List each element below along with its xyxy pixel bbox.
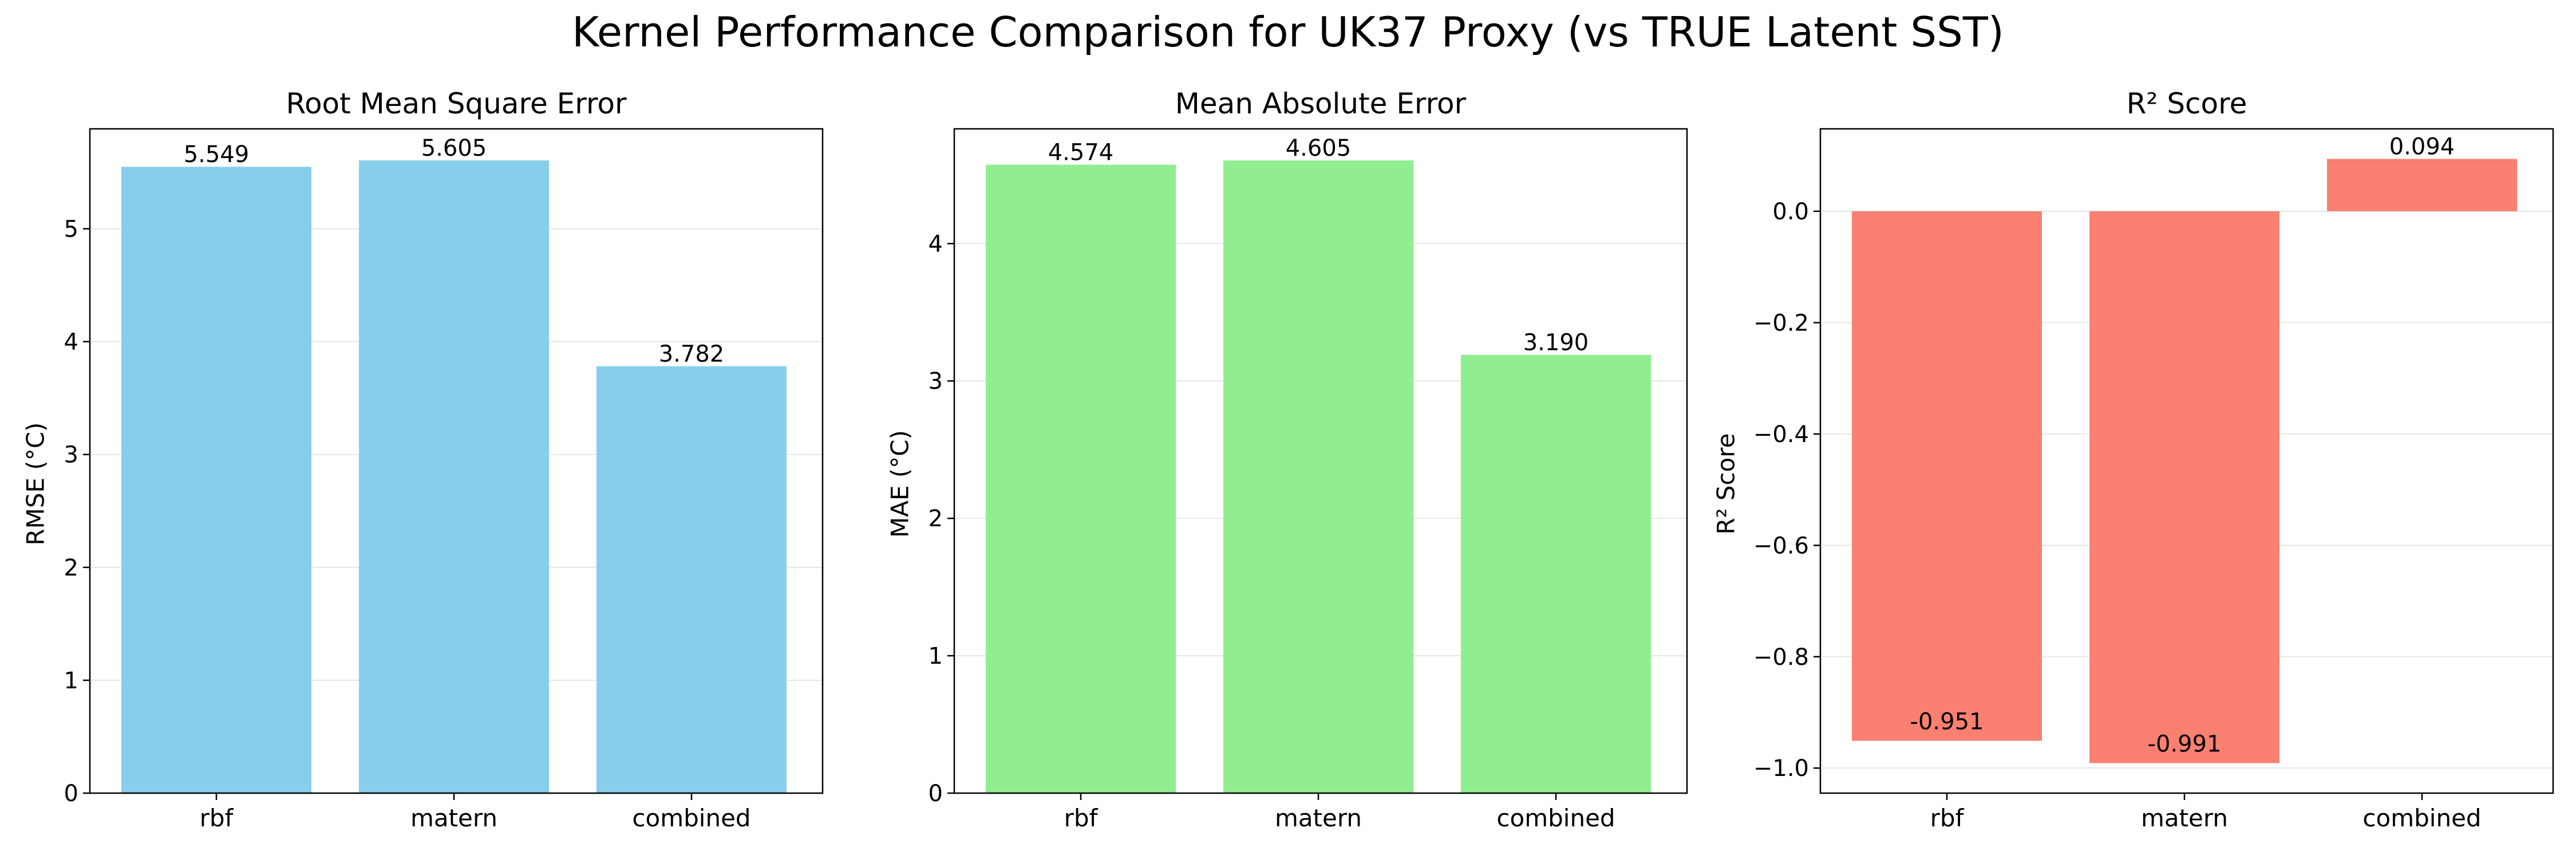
bar-mae-matern [1223, 160, 1413, 794]
y-tick-label-r2: −1.0 [1753, 755, 1809, 782]
x-tick-label-mae-combined: combined [1496, 804, 1615, 832]
x-tick-label-r2-matern: matern [2141, 804, 2228, 832]
bar-rmse-combined [596, 366, 787, 793]
x-tick-label-rmse-rbf: rbf [200, 804, 234, 832]
y-tick-label-rmse: 5 [64, 216, 78, 242]
bar-rmse-rbf [121, 167, 311, 794]
value-label-r2-rbf: -0.951 [1910, 709, 1984, 735]
x-tick-label-rmse-matern: matern [410, 804, 497, 832]
value-label-mae-combined: 3.190 [1523, 330, 1589, 356]
y-tick-label-r2: −0.4 [1753, 421, 1809, 448]
y-tick-label-r2: −0.6 [1753, 533, 1809, 559]
value-label-rmse-matern: 5.605 [421, 135, 487, 161]
panel-title-rmse: Root Mean Square Error [286, 87, 627, 120]
y-tick-label-r2: −0.2 [1753, 310, 1809, 336]
value-label-r2-combined: 0.094 [2389, 134, 2455, 160]
bar-r2-rbf [1852, 211, 2042, 741]
y-tick-label-mae: 1 [929, 643, 943, 669]
bar-r2-matern [2089, 211, 2279, 763]
x-tick-label-mae-matern: matern [1275, 804, 1362, 832]
bar-rmse-matern [359, 160, 549, 793]
bar-mae-combined [1461, 354, 1651, 793]
axes-frame-mae [953, 128, 1688, 794]
x-tick-label-r2-rbf: rbf [1930, 804, 1965, 832]
y-tick-label-r2: 0.0 [1772, 199, 1809, 225]
y-tick-label-rmse: 0 [64, 781, 78, 807]
value-label-mae-rbf: 4.574 [1048, 140, 1114, 166]
y-tick-label-mae: 2 [929, 506, 943, 532]
y-tick-label-mae: 3 [929, 368, 943, 395]
y-tick-label-mae: 0 [929, 781, 943, 807]
value-label-rmse-rbf: 5.549 [184, 141, 250, 168]
y-tick-label-rmse: 4 [64, 329, 78, 356]
x-tick-label-rmse-combined: combined [632, 804, 750, 832]
value-label-mae-matern: 4.605 [1286, 135, 1352, 161]
bar-r2-combined [2327, 159, 2517, 211]
x-tick-label-r2-combined: combined [2362, 804, 2481, 832]
y-tick-label-r2: −0.8 [1753, 644, 1809, 671]
value-label-rmse-combined: 3.782 [659, 341, 725, 368]
axes-frame-r2 [1819, 128, 2554, 794]
value-label-r2-matern: -0.991 [2148, 731, 2222, 757]
y-tick-label-rmse: 3 [64, 442, 78, 468]
bar-mae-rbf [986, 164, 1176, 793]
panel-title-mae: Mean Absolute Error [1175, 87, 1467, 120]
page-title: Kernel Performance Comparison for UK37 P… [572, 8, 2004, 56]
y-tick-label-rmse: 1 [64, 668, 78, 694]
axes-frame-rmse [89, 128, 824, 794]
x-tick-label-mae-rbf: rbf [1064, 804, 1099, 832]
y-tick-label-rmse: 2 [64, 555, 78, 581]
y-tick-label-mae: 4 [929, 231, 943, 257]
panel-title-r2: R² Score [2126, 87, 2247, 120]
